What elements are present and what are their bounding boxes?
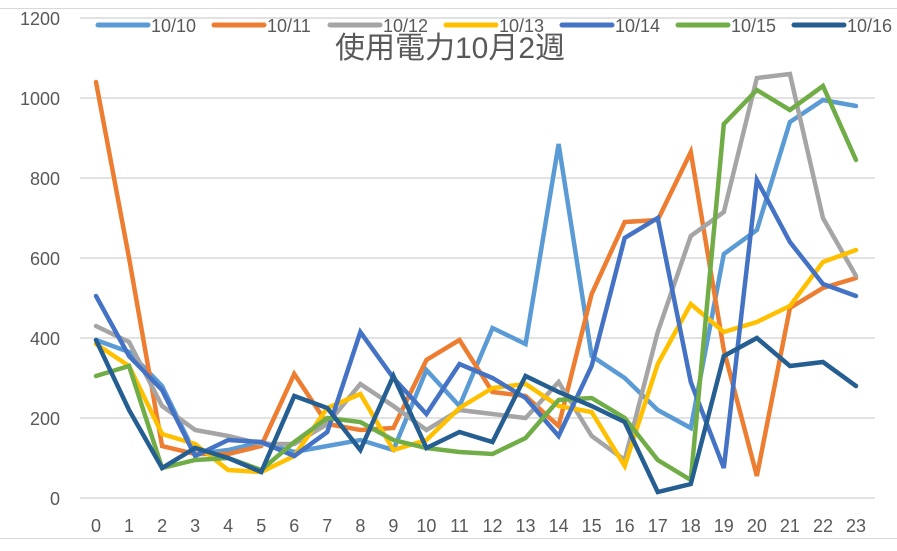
- x-tick-label: 17: [648, 516, 668, 536]
- x-tick-label: 12: [483, 516, 503, 536]
- chart-title: 使用電力10月2週: [335, 32, 565, 65]
- legend-label: 10/12: [383, 16, 428, 36]
- x-tick-label: 3: [190, 516, 200, 536]
- x-tick-label: 7: [322, 516, 332, 536]
- x-tick-label: 20: [747, 516, 767, 536]
- x-tick-label: 18: [681, 516, 701, 536]
- series-line-10-10[interactable]: [93, 97, 859, 457]
- y-tick-label: 200: [30, 409, 60, 429]
- x-tick-label: 14: [549, 516, 569, 536]
- x-tick-label: 6: [289, 516, 299, 536]
- series-line-10-16[interactable]: [93, 335, 859, 495]
- x-tick-label: 23: [846, 516, 866, 536]
- x-tick-label: 19: [714, 516, 734, 536]
- x-axis-ticks: 0 1 2 3 4 5 6 7 8 9 10 11 12 13 14 15 16 17 18 19 20 21 22 23: [91, 516, 866, 536]
- y-tick-label: 600: [30, 249, 60, 269]
- spreadsheet-row-border-bottom: [0, 538, 897, 547]
- x-tick-label: 1: [124, 516, 134, 536]
- legend-label: 10/13: [499, 16, 544, 36]
- x-tick-label: 10: [416, 516, 436, 536]
- y-tick-label: 400: [30, 329, 60, 349]
- x-tick-label: 21: [780, 516, 800, 536]
- series-lines: [93, 71, 859, 495]
- y-tick-label: 1200: [20, 9, 60, 29]
- legend-label: 10/16: [847, 16, 892, 36]
- spreadsheet-row-border-top: [0, 0, 897, 9]
- y-tick-label: 800: [30, 169, 60, 189]
- x-tick-label: 13: [516, 516, 536, 536]
- legend-label: 10/15: [731, 16, 776, 36]
- x-tick-label: 15: [582, 516, 602, 536]
- x-tick-label: 11: [450, 516, 469, 536]
- x-tick-label: 5: [256, 516, 266, 536]
- x-tick-label: 2: [157, 516, 167, 536]
- series-line-10-13[interactable]: [93, 247, 859, 475]
- y-tick-label: 0: [50, 489, 60, 509]
- series-line-10-14[interactable]: [93, 172, 859, 469]
- legend-label: 10/10: [151, 16, 196, 36]
- x-tick-label: 0: [91, 516, 101, 536]
- y-axis-ticks: 0 200 400 600 800 1000 1200: [20, 9, 60, 509]
- x-tick-label: 8: [355, 516, 365, 536]
- series-line-10-12[interactable]: [93, 71, 859, 464]
- legend-label: 10/11: [267, 16, 311, 36]
- x-tick-label: 16: [615, 516, 635, 536]
- legend-label: 10/14: [615, 16, 660, 36]
- x-tick-label: 4: [223, 516, 233, 536]
- y-tick-label: 1000: [20, 89, 60, 109]
- x-tick-label: 9: [388, 516, 398, 536]
- legend: 10/10 10/11 10/12 10/13 10/14 10/15 10/16: [95, 16, 892, 36]
- x-tick-label: 22: [813, 516, 833, 536]
